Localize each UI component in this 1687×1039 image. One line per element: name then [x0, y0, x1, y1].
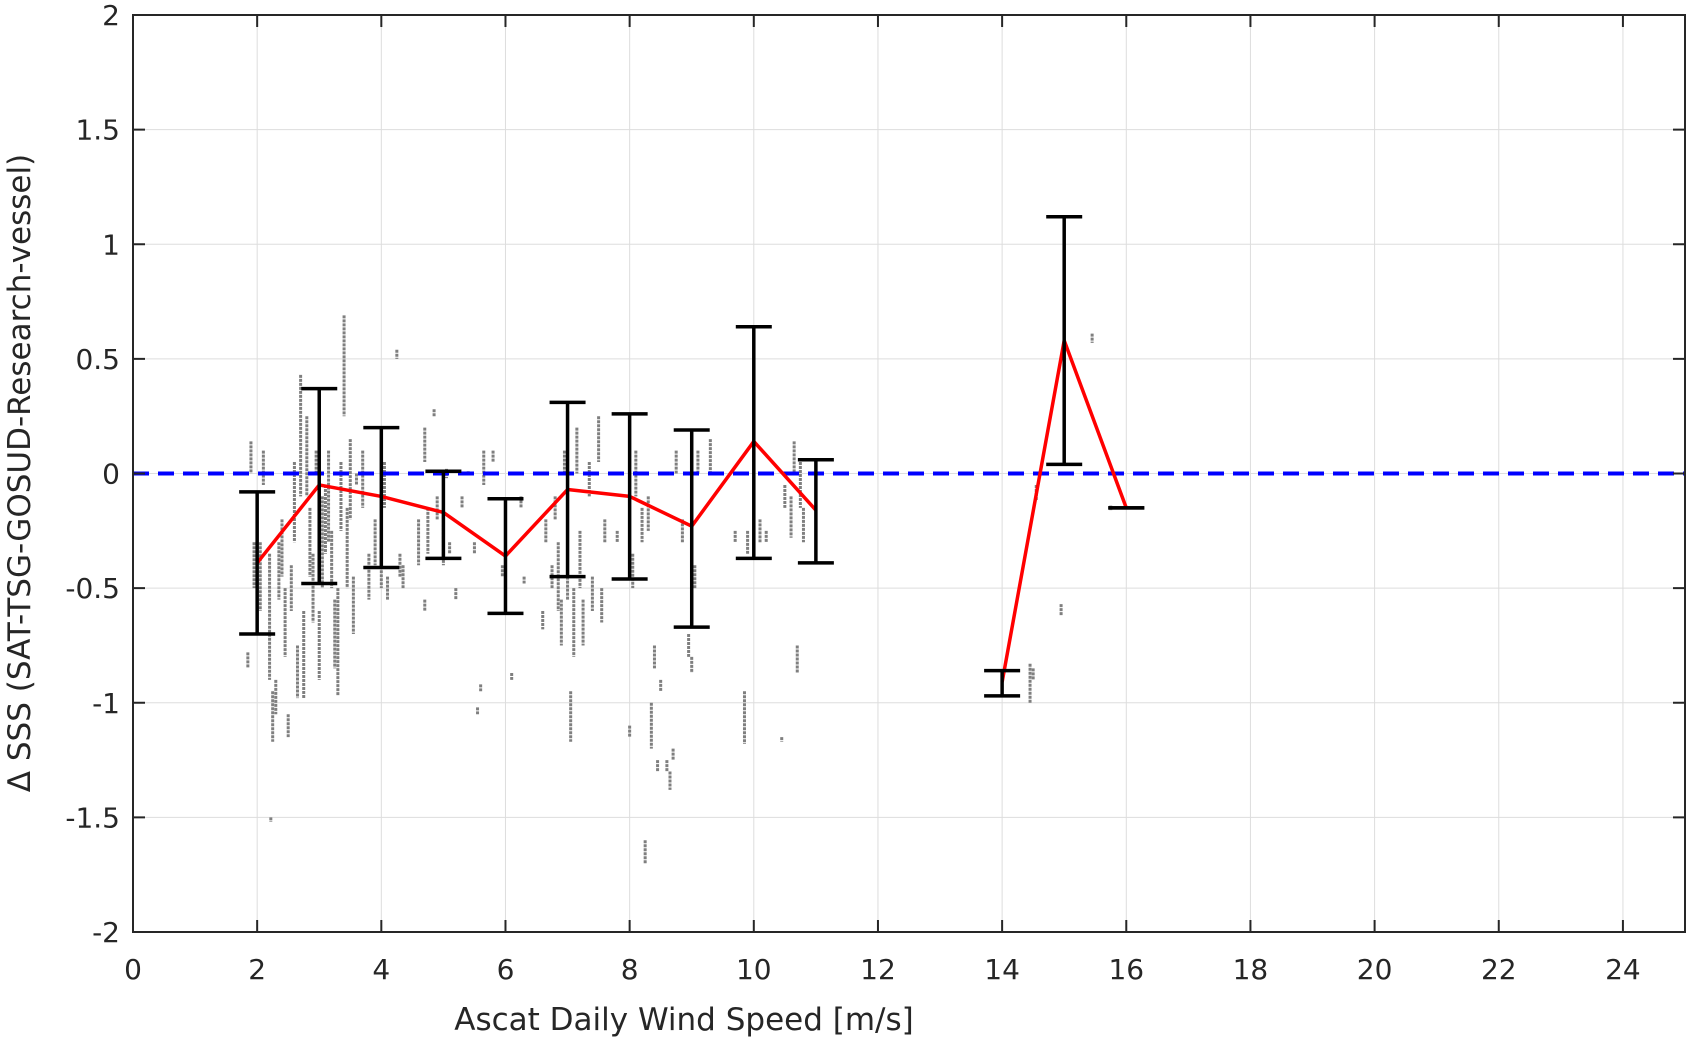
error-bar-9	[797, 457, 834, 565]
y-tick-label-4: 0	[102, 458, 120, 491]
x-tick-label-8: 16	[1108, 953, 1144, 986]
x-tick-label-7: 14	[984, 953, 1020, 986]
y-tick-label-7: 1.5	[75, 114, 120, 147]
error-bar-3	[425, 469, 462, 561]
y-tick-label-3: -0.5	[65, 572, 120, 605]
x-axis-label: Ascat Daily Wind Speed [m/s]	[454, 1002, 913, 1038]
y-tick-label-6: 1	[102, 228, 120, 261]
error-bar-2	[363, 425, 400, 570]
error-bar-4	[487, 496, 524, 616]
x-tick-label-2: 4	[372, 953, 390, 986]
y-tick-label-2: -1	[92, 687, 120, 720]
x-tick-label-6: 12	[860, 953, 896, 986]
error-bars	[239, 214, 1145, 698]
grid-lines	[133, 15, 1685, 932]
error-bar-1	[301, 386, 338, 586]
error-bar-7	[673, 428, 710, 629]
x-tick-label-3: 6	[497, 953, 515, 986]
mean-line-segment-0	[255, 439, 818, 564]
x-tick-label-5: 10	[736, 953, 772, 986]
scatter-points	[246, 315, 1113, 864]
x-tick-label-11: 22	[1481, 953, 1517, 986]
error-bar-0	[239, 490, 276, 636]
x-tick-label-0: 0	[124, 953, 142, 986]
x-axis-ticks: 0 2 4 6 8 10 12 14 16 18 20 22 24	[124, 15, 1641, 986]
y-axis-label: Δ SSS (SAT-TSG-GOSUD-Research-vessel)	[2, 154, 38, 792]
y-tick-label-8: 2	[102, 0, 120, 32]
x-tick-label-10: 20	[1357, 953, 1393, 986]
x-tick-label-1: 2	[248, 953, 266, 986]
x-tick-label-4: 8	[621, 953, 639, 986]
y-tick-label-1: -1.5	[65, 801, 120, 834]
error-bar-6	[611, 412, 648, 581]
y-axis-ticks: -2 -1.5 -1 -0.5 0 0.5 1 1.5 2	[65, 0, 1685, 949]
x-tick-label-9: 18	[1233, 953, 1269, 986]
x-tick-label-12: 24	[1605, 953, 1641, 986]
error-bar-10	[984, 668, 1021, 698]
error-bar-8	[735, 325, 772, 561]
error-bar-11	[1046, 214, 1083, 467]
y-tick-label-0: -2	[92, 916, 120, 949]
y-tick-label-5: 0.5	[75, 343, 120, 376]
error-bar-5	[549, 400, 586, 579]
